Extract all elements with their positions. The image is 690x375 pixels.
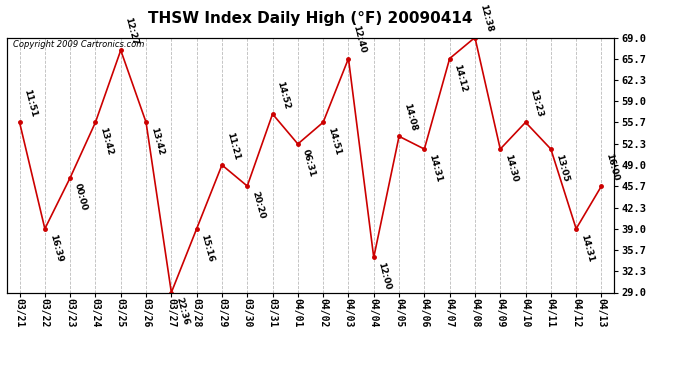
Text: 14:31: 14:31 [579, 233, 595, 263]
Text: 16:00: 16:00 [604, 152, 620, 182]
Text: 12:27: 12:27 [124, 16, 139, 46]
Text: 13:05: 13:05 [553, 153, 570, 183]
Text: 12:00: 12:00 [377, 262, 393, 291]
Text: 11:51: 11:51 [22, 88, 39, 118]
Text: 13:42: 13:42 [149, 126, 165, 156]
Text: Copyright 2009 Cartronics.com: Copyright 2009 Cartronics.com [13, 40, 144, 49]
Text: 11:21: 11:21 [225, 131, 241, 161]
Text: 20:20: 20:20 [250, 190, 266, 220]
Text: THSW Index Daily High (°F) 20090414: THSW Index Daily High (°F) 20090414 [148, 11, 473, 26]
Text: 06:31: 06:31 [301, 148, 317, 178]
Text: 22:36: 22:36 [174, 297, 190, 327]
Text: 13:23: 13:23 [529, 88, 544, 118]
Text: 14:31: 14:31 [427, 153, 443, 183]
Text: 00:00: 00:00 [73, 182, 89, 212]
Text: 14:30: 14:30 [503, 153, 519, 183]
Text: 14:51: 14:51 [326, 126, 342, 156]
Text: 12:38: 12:38 [477, 3, 494, 33]
Text: 12:40: 12:40 [351, 24, 367, 54]
Text: 13:42: 13:42 [98, 126, 115, 156]
Text: 14:08: 14:08 [402, 102, 418, 132]
Text: 15:16: 15:16 [199, 233, 215, 263]
Text: 16:39: 16:39 [48, 233, 63, 263]
Text: 14:12: 14:12 [453, 63, 469, 93]
Text: 14:52: 14:52 [275, 80, 291, 110]
